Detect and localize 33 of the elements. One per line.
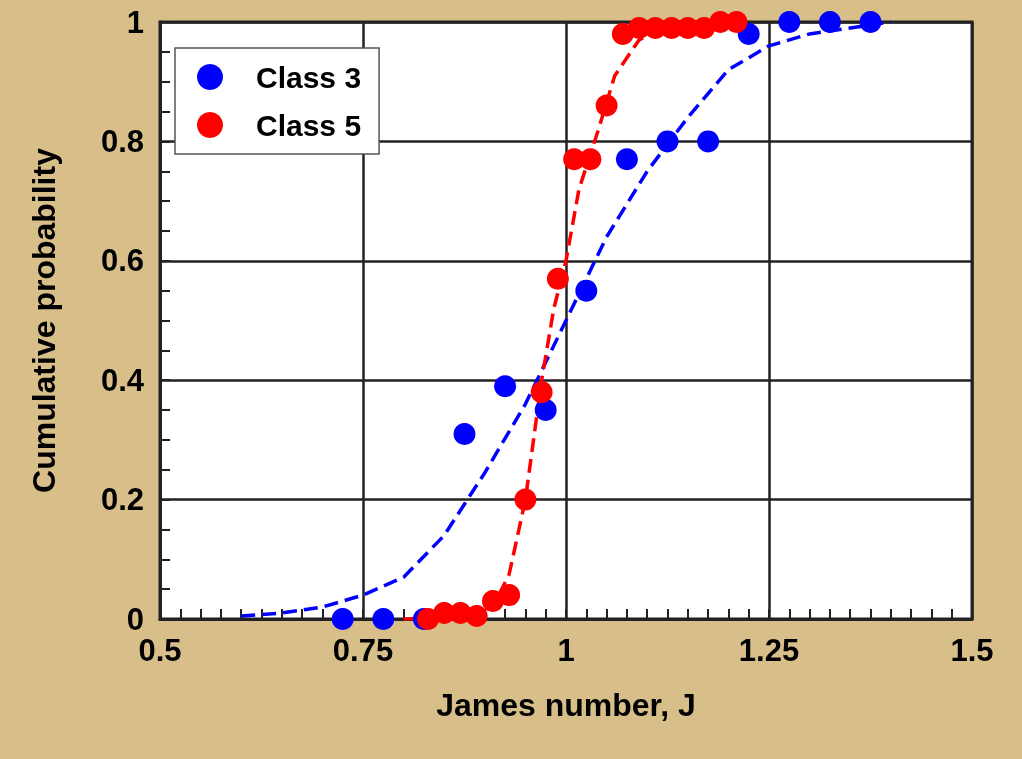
point bbox=[697, 130, 720, 153]
point bbox=[656, 130, 679, 153]
point bbox=[579, 148, 602, 171]
point bbox=[818, 11, 841, 33]
point bbox=[331, 608, 354, 630]
point bbox=[498, 584, 521, 607]
x-tick-label: 0.75 bbox=[332, 633, 394, 668]
point bbox=[546, 267, 569, 290]
point bbox=[494, 375, 517, 398]
point bbox=[534, 399, 557, 422]
point bbox=[575, 279, 598, 302]
point bbox=[453, 422, 476, 445]
point bbox=[595, 94, 618, 117]
x-tick-label: 1 bbox=[557, 633, 575, 668]
point bbox=[778, 11, 801, 33]
legend-label: Class 3 bbox=[256, 60, 362, 94]
point bbox=[465, 605, 488, 628]
y-tick-label: 0.4 bbox=[100, 362, 145, 398]
legend-label: Class 5 bbox=[256, 108, 362, 142]
point bbox=[725, 11, 748, 33]
x-axis-title: James number, J bbox=[436, 687, 696, 723]
x-tick-label: 1.25 bbox=[738, 633, 800, 668]
point bbox=[530, 381, 553, 404]
point bbox=[514, 488, 537, 511]
y-tick-label: 0.6 bbox=[100, 243, 144, 279]
point bbox=[372, 608, 395, 630]
point bbox=[859, 11, 882, 33]
point bbox=[615, 148, 638, 171]
y-tick-label: 1 bbox=[126, 4, 144, 40]
y-axis-title: Cumulative probability bbox=[26, 147, 62, 493]
y-tick-label: 0.2 bbox=[100, 482, 144, 518]
y-tick-label: 0.8 bbox=[100, 123, 144, 159]
x-tick-label: 1.5 bbox=[950, 633, 994, 668]
